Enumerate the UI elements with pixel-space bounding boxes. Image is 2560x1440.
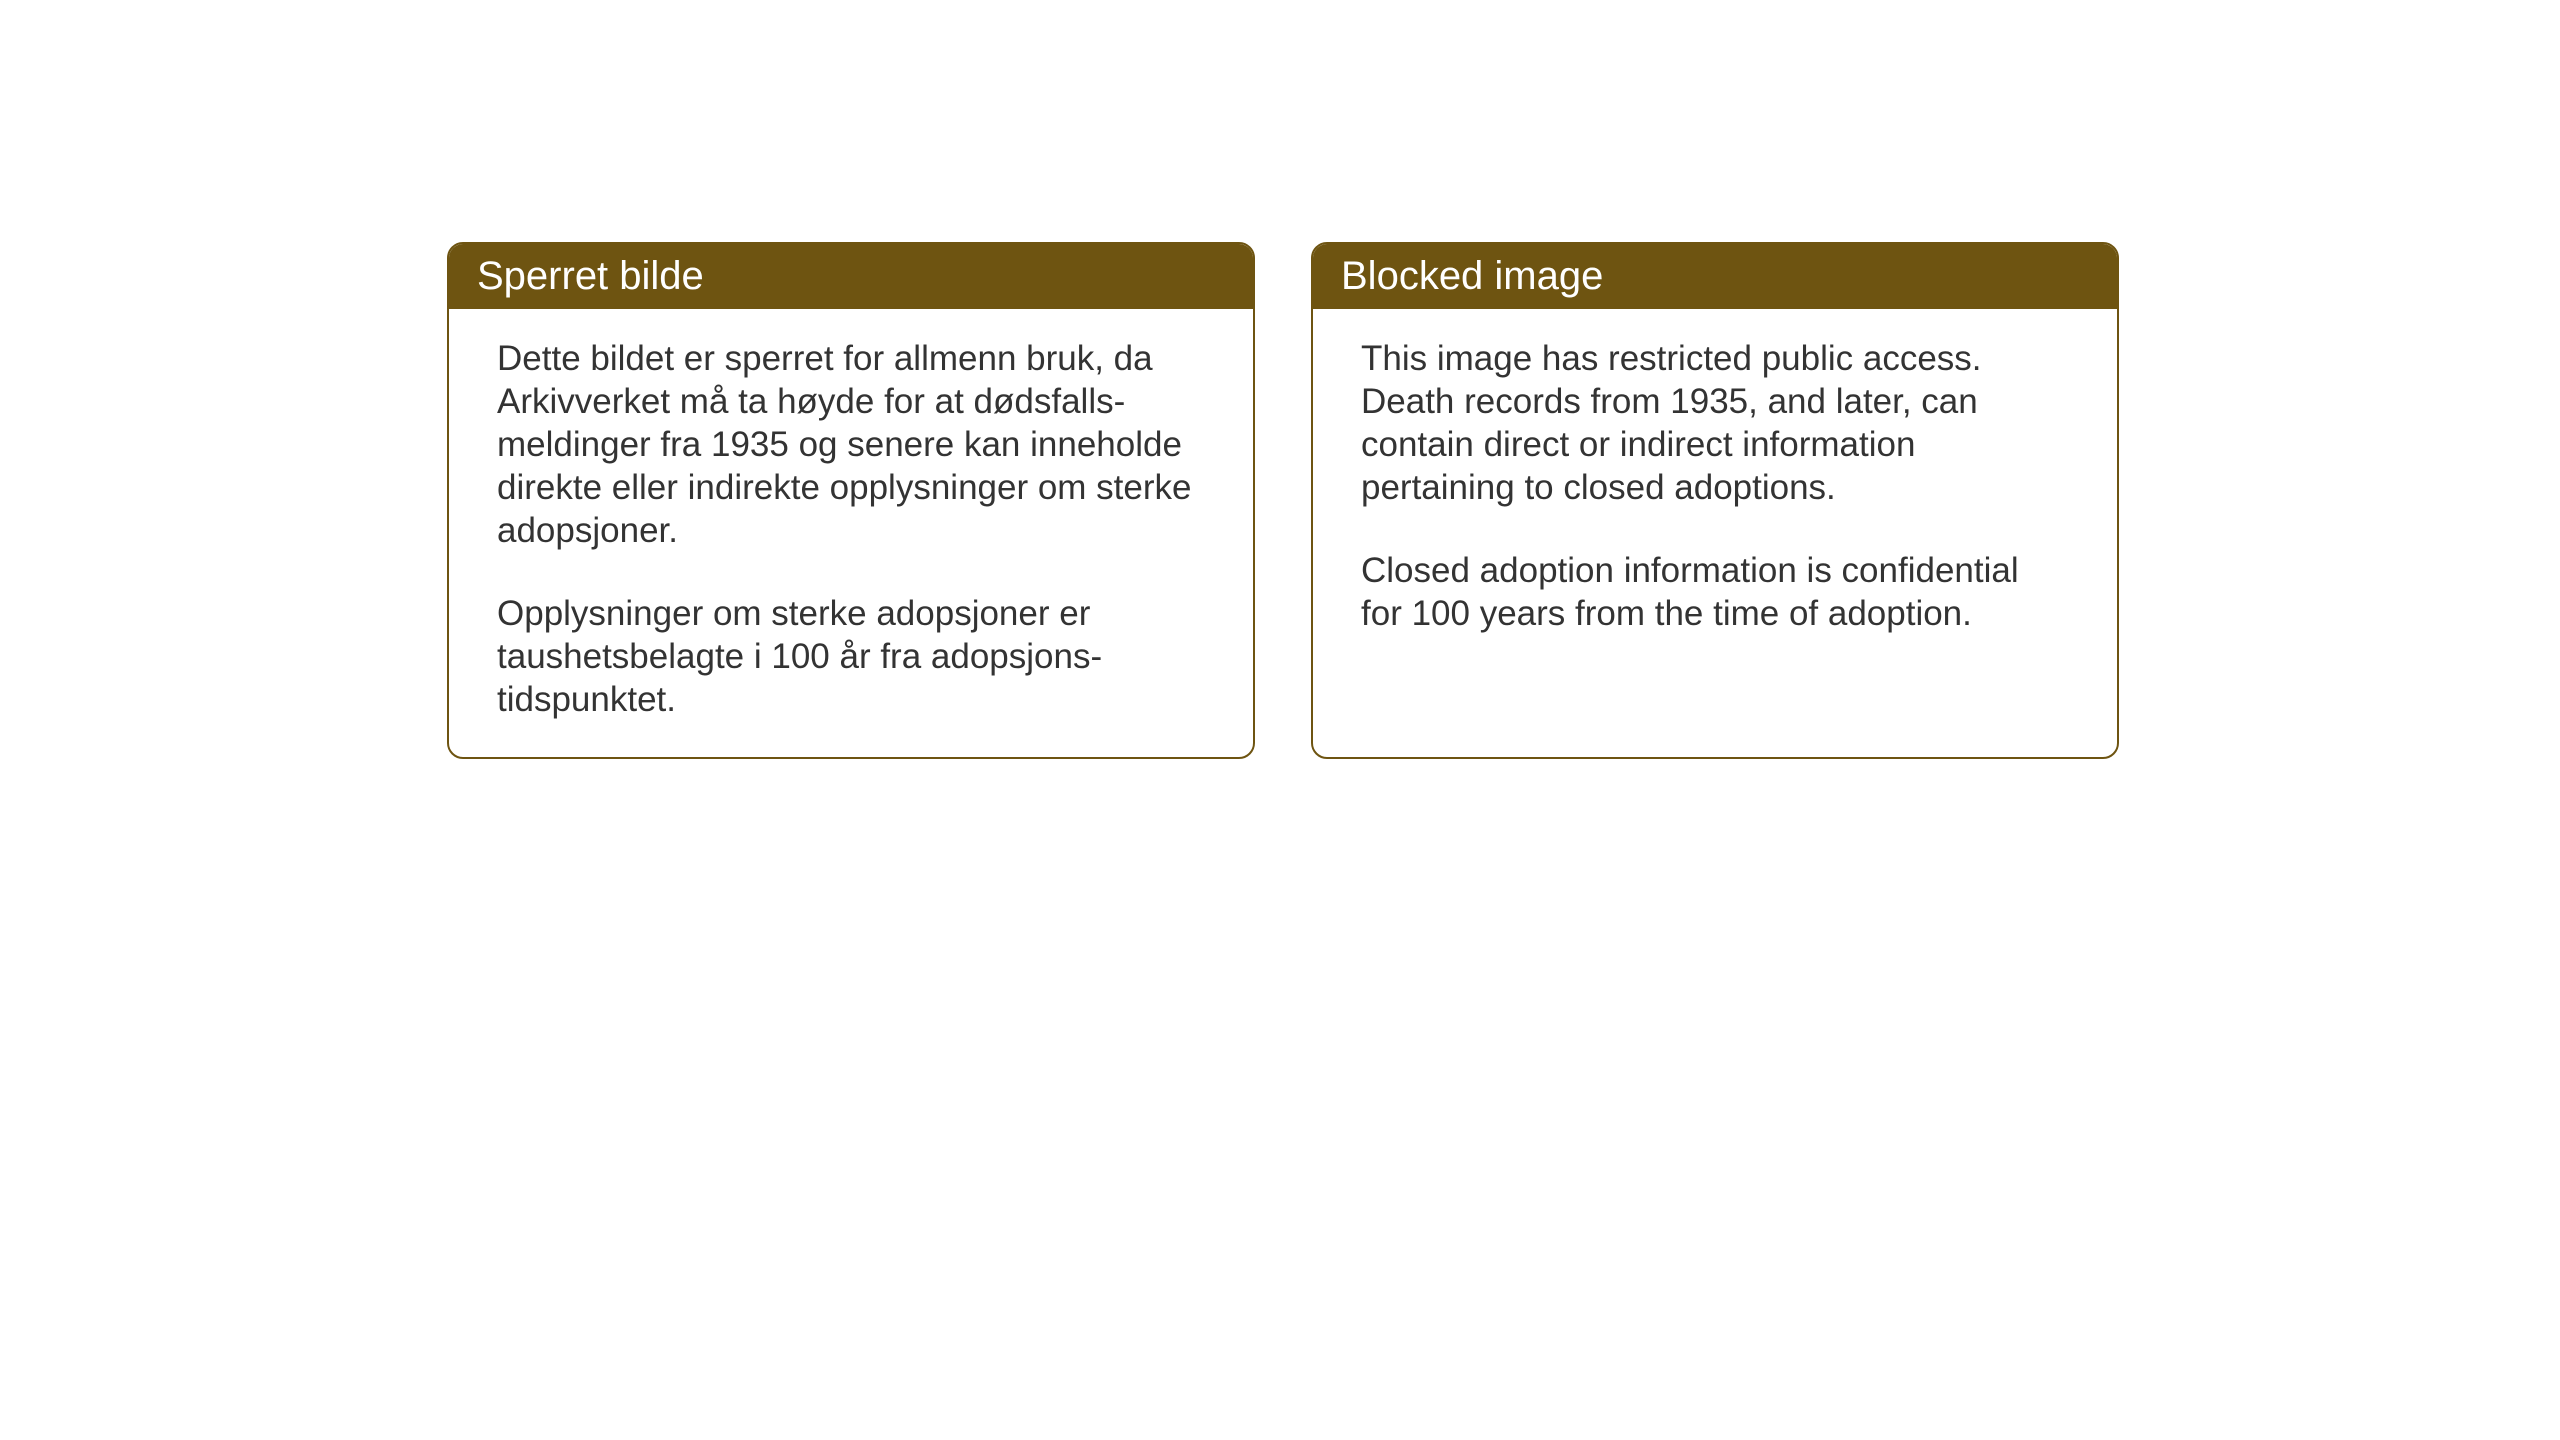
card-header-norwegian: Sperret bilde <box>449 244 1253 309</box>
card-title: Blocked image <box>1341 254 1603 298</box>
notice-card-norwegian: Sperret bilde Dette bildet er sperret fo… <box>447 242 1255 759</box>
card-header-english: Blocked image <box>1313 244 2117 309</box>
notice-cards-container: Sperret bilde Dette bildet er sperret fo… <box>447 242 2119 759</box>
notice-card-english: Blocked image This image has restricted … <box>1311 242 2119 759</box>
card-paragraph-2: Opplysninger om sterke adopsjoner er tau… <box>497 592 1205 721</box>
card-body-english: This image has restricted public access.… <box>1313 309 2117 671</box>
card-body-norwegian: Dette bildet er sperret for allmenn bruk… <box>449 309 1253 757</box>
card-title: Sperret bilde <box>477 254 704 298</box>
card-paragraph-2: Closed adoption information is confident… <box>1361 549 2069 635</box>
card-paragraph-1: Dette bildet er sperret for allmenn bruk… <box>497 337 1205 552</box>
card-paragraph-1: This image has restricted public access.… <box>1361 337 2069 509</box>
